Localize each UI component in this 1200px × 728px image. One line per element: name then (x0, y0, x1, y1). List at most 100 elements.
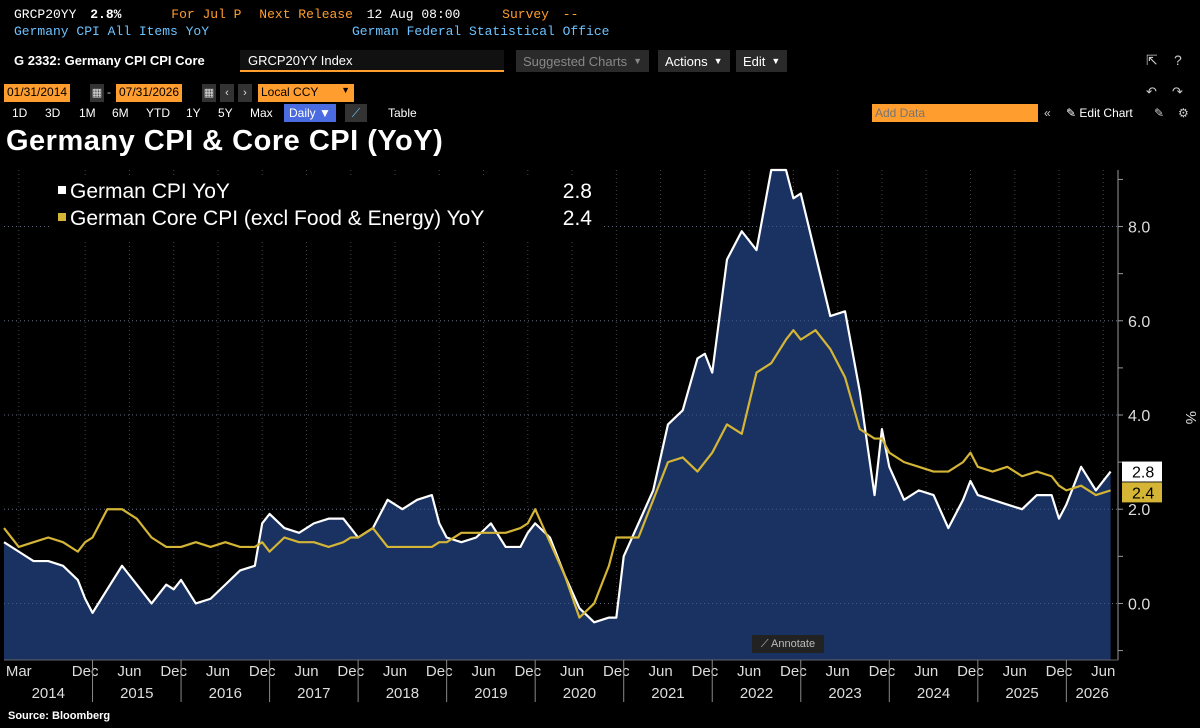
x-tick-label: Jun (826, 663, 850, 680)
legend-item-core[interactable]: German Core CPI (excl Food & Energy) YoY… (58, 207, 598, 235)
start-date-field[interactable]: 01/31/2014 (4, 84, 71, 102)
next-release-value: 12 Aug 08:00 (366, 7, 461, 22)
pencil-icon[interactable]: ✎ (1154, 106, 1165, 120)
currency-label: Local CCY (261, 85, 319, 99)
export-icon[interactable]: ⇱ (1146, 52, 1158, 68)
x-tick-label: Dec (160, 663, 187, 680)
survey-value: -- (562, 7, 579, 22)
gear-icon[interactable]: ⚙ (1178, 106, 1189, 120)
cpi-last-value-label: 2.8 (1132, 465, 1154, 482)
security-info-bar: GRCP20YY 2.8% For Jul P Next Release 12 … (0, 0, 1200, 44)
y-tick-label: 6.0 (1128, 314, 1150, 331)
undo-icon[interactable]: ↶ (1146, 84, 1157, 99)
chevron-left-icon[interactable]: ‹ (220, 84, 234, 102)
x-tick-label: Dec (249, 663, 276, 680)
x-tick-label: Dec (1046, 663, 1073, 680)
edit-label: Edit (743, 53, 766, 69)
suggested-charts-button[interactable]: Suggested Charts ▼ (516, 50, 649, 72)
x-tick-label: Jun (1003, 663, 1027, 680)
calendar-icon[interactable]: ▦ (202, 84, 216, 102)
security-input[interactable] (240, 50, 504, 72)
chart-type-icon[interactable]: ⟋ (345, 104, 367, 122)
line-chart[interactable]: 0.0 2.0 4.0 6.0 8.0 2.8 2.4% Mar Dec Jun Dec Jun Dec… (0, 166, 1200, 708)
x-year-label: 2021 (651, 685, 684, 702)
table-button[interactable]: Table (388, 106, 417, 120)
edit-button[interactable]: Edit ▼ (736, 50, 788, 72)
x-year-label: 2025 (1005, 685, 1038, 702)
core-last-value-label-box (1122, 482, 1162, 503)
range-ytd[interactable]: YTD (146, 106, 170, 120)
currency-select[interactable]: Local CCY ▼ (258, 84, 354, 102)
chevron-down-icon: ▼ (771, 56, 781, 66)
actions-button[interactable]: Actions ▼ (658, 50, 730, 72)
source-agency[interactable]: German Federal Statistical Office (352, 24, 610, 39)
x-tick-label: Jun (1091, 663, 1115, 680)
source-note: Source: Bloomberg (8, 710, 111, 722)
x-year-label: 2015 (120, 685, 153, 702)
info-row-2: Germany CPI All Items YoY German Federal… (14, 24, 609, 39)
x-tick-label: Jun (914, 663, 938, 680)
pencil-icon: ⟋ (760, 638, 769, 650)
x-year-label: 2026 (1075, 685, 1108, 702)
edit-chart-label: Edit Chart (1079, 106, 1133, 120)
last-value: 2.8% (90, 7, 122, 22)
x-tick-label: Jun (383, 663, 407, 680)
cpi-last-value-label-box (1122, 461, 1162, 482)
y-tick-label: 2.0 (1128, 502, 1150, 519)
legend-value-cpi: 2.8 (562, 180, 592, 203)
x-tick-label: Jun (471, 663, 495, 680)
collapse-icon[interactable]: « (1044, 106, 1051, 120)
x-year-label: 2020 (563, 685, 596, 702)
x-tick-label: Mar (6, 663, 32, 680)
range-row: 1D 3D 1M 6M YTD 1Y 5Y Max Daily ▼ ⟋ Tabl… (0, 104, 1200, 122)
y-tick-label: 8.0 (1128, 220, 1150, 237)
frequency-select[interactable]: Daily ▼ (284, 104, 336, 122)
suggested-charts-label: Suggested Charts (523, 53, 628, 69)
legend-swatch-gold (58, 213, 66, 221)
x-year-label: 2018 (386, 685, 419, 702)
survey-label: Survey (502, 7, 549, 22)
info-row-1: GRCP20YY 2.8% For Jul P Next Release 12 … (14, 7, 578, 22)
x-tick-label: Dec (514, 663, 541, 680)
x-year-label: 2014 (32, 685, 65, 702)
add-data-input[interactable] (872, 104, 1038, 122)
chart-legend[interactable]: German CPI YoY 2.8 German Core CPI (excl… (52, 176, 604, 242)
frequency-label: Daily (289, 106, 316, 120)
range-3d[interactable]: 3D (45, 106, 61, 120)
x-tick-label: Jun (206, 663, 230, 680)
y-tick-label: 0.0 (1128, 596, 1150, 613)
chevron-down-icon: ▼ (633, 56, 642, 66)
redo-icon[interactable]: ↷ (1172, 84, 1183, 99)
x-year-label: 2024 (917, 685, 950, 702)
core-cpi-line (3, 329, 1111, 619)
x-tick-label: Dec (692, 663, 719, 680)
range-1m[interactable]: 1M (79, 106, 96, 120)
chevron-right-icon[interactable]: › (238, 84, 252, 102)
x-tick-label: Dec (869, 663, 896, 680)
legend-swatch-white (58, 186, 66, 194)
x-tick-label: Jun (560, 663, 584, 680)
chart-id: G 2332: Germany CPI CPI Core (14, 53, 205, 68)
range-1y[interactable]: 1Y (186, 106, 201, 120)
range-max[interactable]: Max (250, 106, 273, 120)
calendar-icon[interactable]: ▦ (90, 84, 104, 102)
pencil-icon: ✎ (1066, 106, 1077, 120)
annotate-label: Annotate (771, 638, 816, 650)
x-tick-label: Jun (737, 663, 761, 680)
x-tick-label: Dec (603, 663, 630, 680)
help-icon[interactable]: ? (1174, 52, 1182, 68)
chevron-down-icon: ▼ (341, 85, 350, 95)
x-tick-label: Dec (337, 663, 364, 680)
x-tick-label: Dec (957, 663, 984, 680)
end-date-field[interactable]: 07/31/2026 (116, 84, 183, 102)
security-description[interactable]: Germany CPI All Items YoY (14, 24, 210, 39)
range-5y[interactable]: 5Y (218, 106, 233, 120)
y-axis-label: % (1182, 411, 1199, 424)
edit-chart-button[interactable]: ✎ Edit Chart (1066, 104, 1133, 122)
annotate-button[interactable]: ⟋ Annotate (752, 635, 824, 653)
range-1d[interactable]: 1D (12, 106, 28, 120)
legend-item-cpi[interactable]: German CPI YoY 2.8 (58, 180, 598, 208)
x-tick-label: Jun (117, 663, 141, 680)
range-6m[interactable]: 6M (112, 106, 129, 120)
date-range-row: 01/31/2014 ▦ - 07/31/2026 ▦ ‹ › Local CC… (0, 84, 1200, 102)
